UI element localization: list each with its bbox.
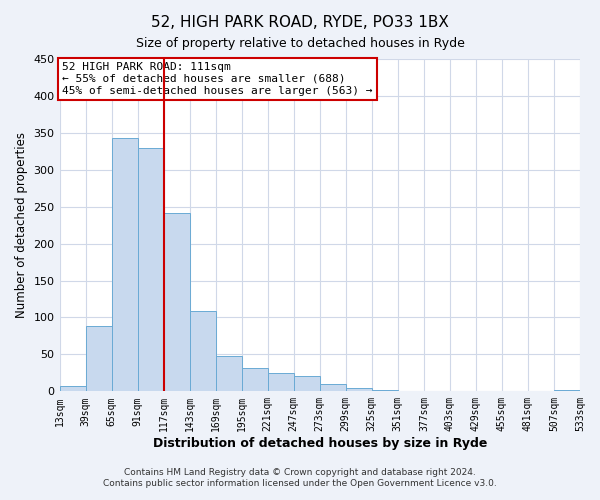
Text: Size of property relative to detached houses in Ryde: Size of property relative to detached ho… (136, 38, 464, 51)
Bar (190, 311, 215, 392)
Bar (554, 390, 580, 392)
Bar (86, 326, 112, 392)
Text: 52, HIGH PARK ROAD, RYDE, PO33 1BX: 52, HIGH PARK ROAD, RYDE, PO33 1BX (151, 15, 449, 30)
Text: Contains HM Land Registry data © Crown copyright and database right 2024.
Contai: Contains HM Land Registry data © Crown c… (103, 468, 497, 487)
X-axis label: Distribution of detached houses by size in Ryde: Distribution of detached houses by size … (152, 437, 487, 450)
Bar (294, 376, 320, 392)
Bar (215, 356, 242, 392)
Bar (59, 386, 86, 392)
Bar (346, 388, 372, 392)
Bar (320, 384, 346, 392)
Bar (242, 368, 268, 392)
Text: 52 HIGH PARK ROAD: 111sqm
← 55% of detached houses are smaller (688)
45% of semi: 52 HIGH PARK ROAD: 111sqm ← 55% of detac… (62, 62, 373, 96)
Bar (137, 148, 164, 392)
Bar (112, 138, 137, 392)
Bar (372, 390, 398, 392)
Bar (164, 212, 190, 392)
Bar (268, 373, 294, 392)
Y-axis label: Number of detached properties: Number of detached properties (15, 132, 28, 318)
